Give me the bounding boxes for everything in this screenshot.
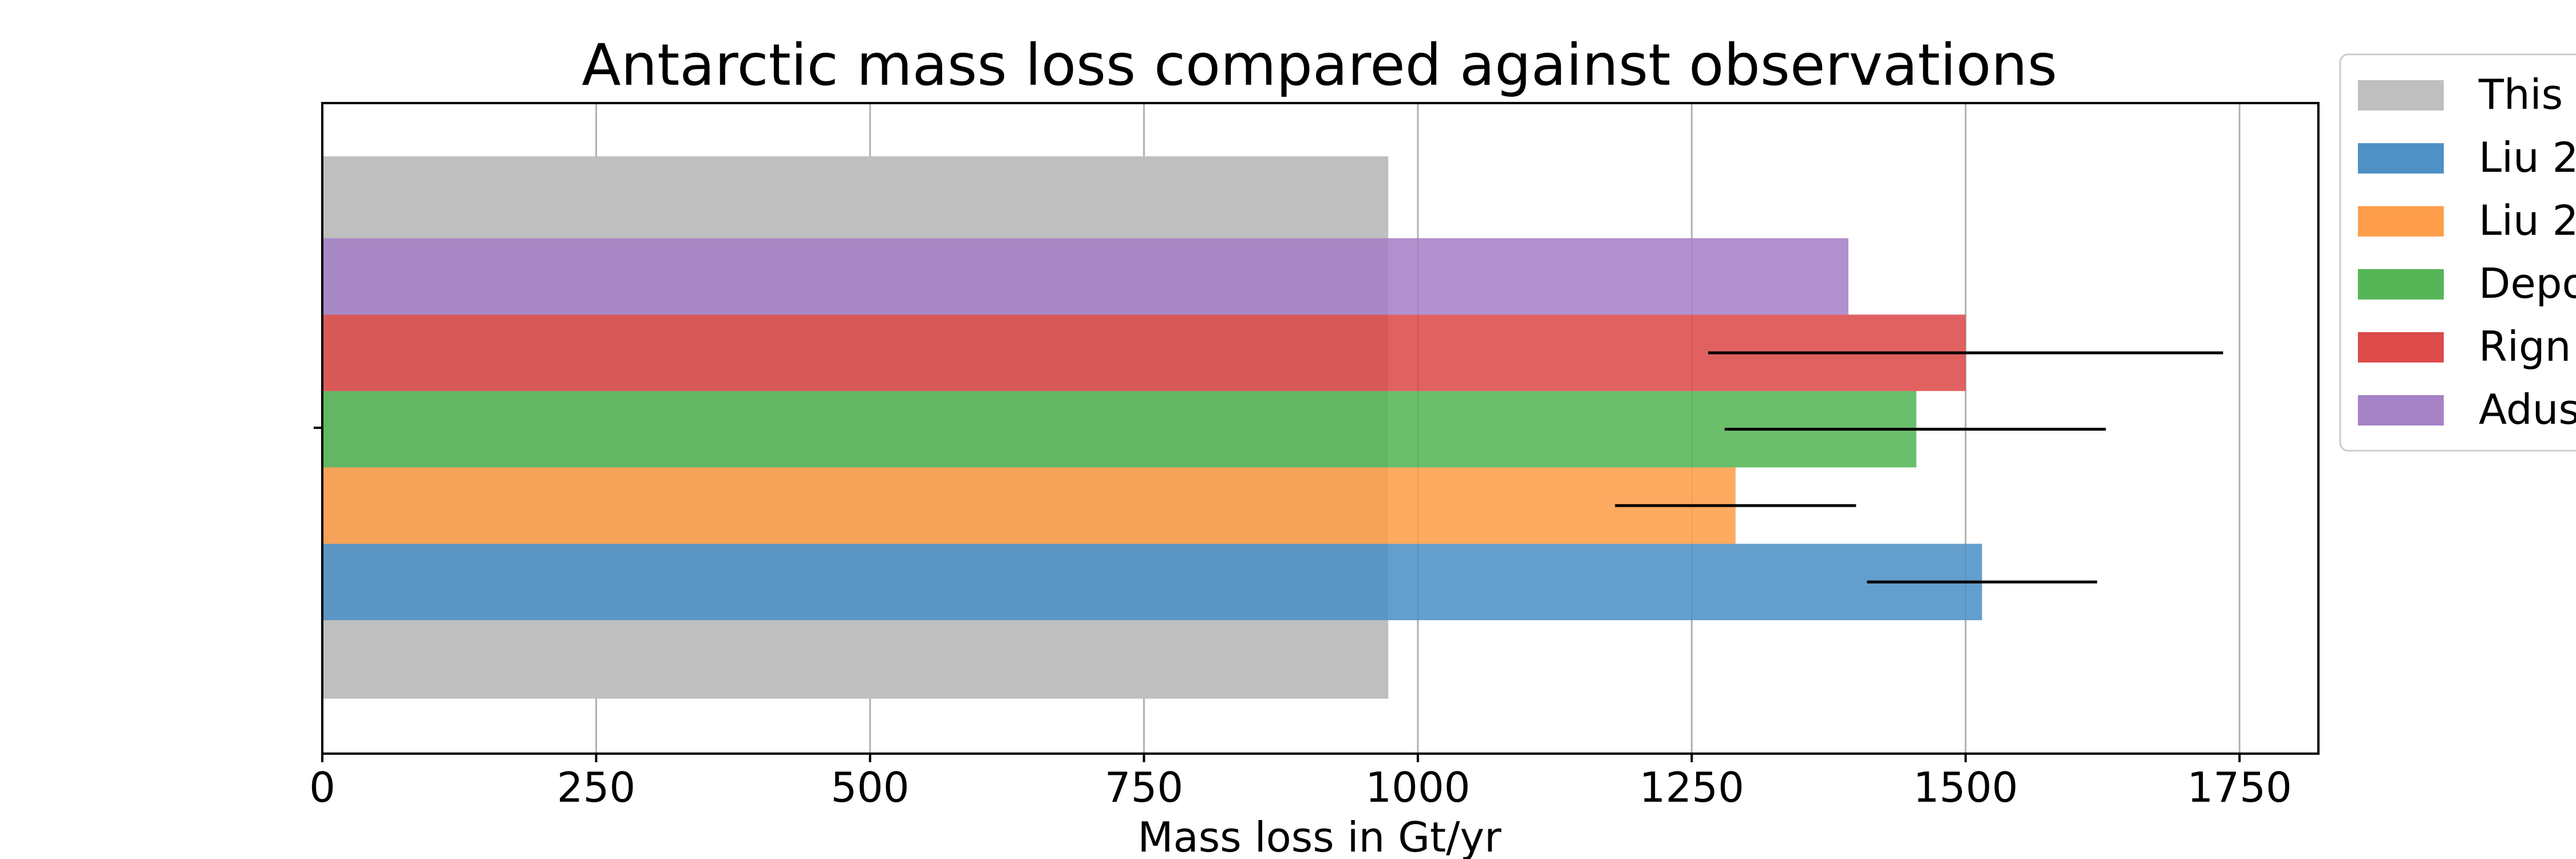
x-axis-label: Mass loss in Gt/yr — [1137, 813, 1502, 859]
bars — [322, 156, 1982, 699]
legend-swatch — [2358, 206, 2444, 237]
bar — [322, 391, 1917, 468]
legend-swatch — [2358, 143, 2444, 174]
x-axis-ticks: 0 250 500 750 1000 1250 1500 1750 — [309, 754, 2292, 811]
legend-swatch — [2358, 395, 2444, 425]
legend-label: Rign — [2479, 322, 2571, 371]
x-tick-label: 1750 — [2187, 763, 2292, 811]
legend-label: Depo — [2479, 259, 2576, 308]
legend: This Liu 2 Liu 2 Depo Rign Adus — [2339, 53, 2576, 452]
bar — [322, 467, 1736, 544]
legend-label: Liu 2 — [2479, 133, 2576, 182]
bar — [322, 314, 1966, 391]
legend-label: Liu 2 — [2479, 196, 2576, 245]
legend-label: This — [2478, 70, 2563, 119]
bar — [322, 238, 1848, 315]
legend-swatch — [2358, 332, 2444, 362]
x-tick-label: 1250 — [1639, 763, 1744, 811]
chart-title: Antarctic mass loss compared against obs… — [582, 31, 2057, 98]
x-tick-label: 0 — [309, 763, 335, 811]
legend-label: Adus — [2479, 385, 2576, 434]
x-tick-label: 750 — [1105, 763, 1183, 811]
x-tick-label: 1500 — [1913, 763, 2018, 811]
x-tick-label: 250 — [557, 763, 635, 811]
x-tick-label: 500 — [831, 763, 909, 811]
bar — [322, 543, 1982, 620]
x-tick-label: 1000 — [1365, 763, 1470, 811]
legend-swatch — [2358, 269, 2444, 300]
error-bars — [1615, 351, 2223, 584]
legend-swatch — [2358, 80, 2444, 111]
